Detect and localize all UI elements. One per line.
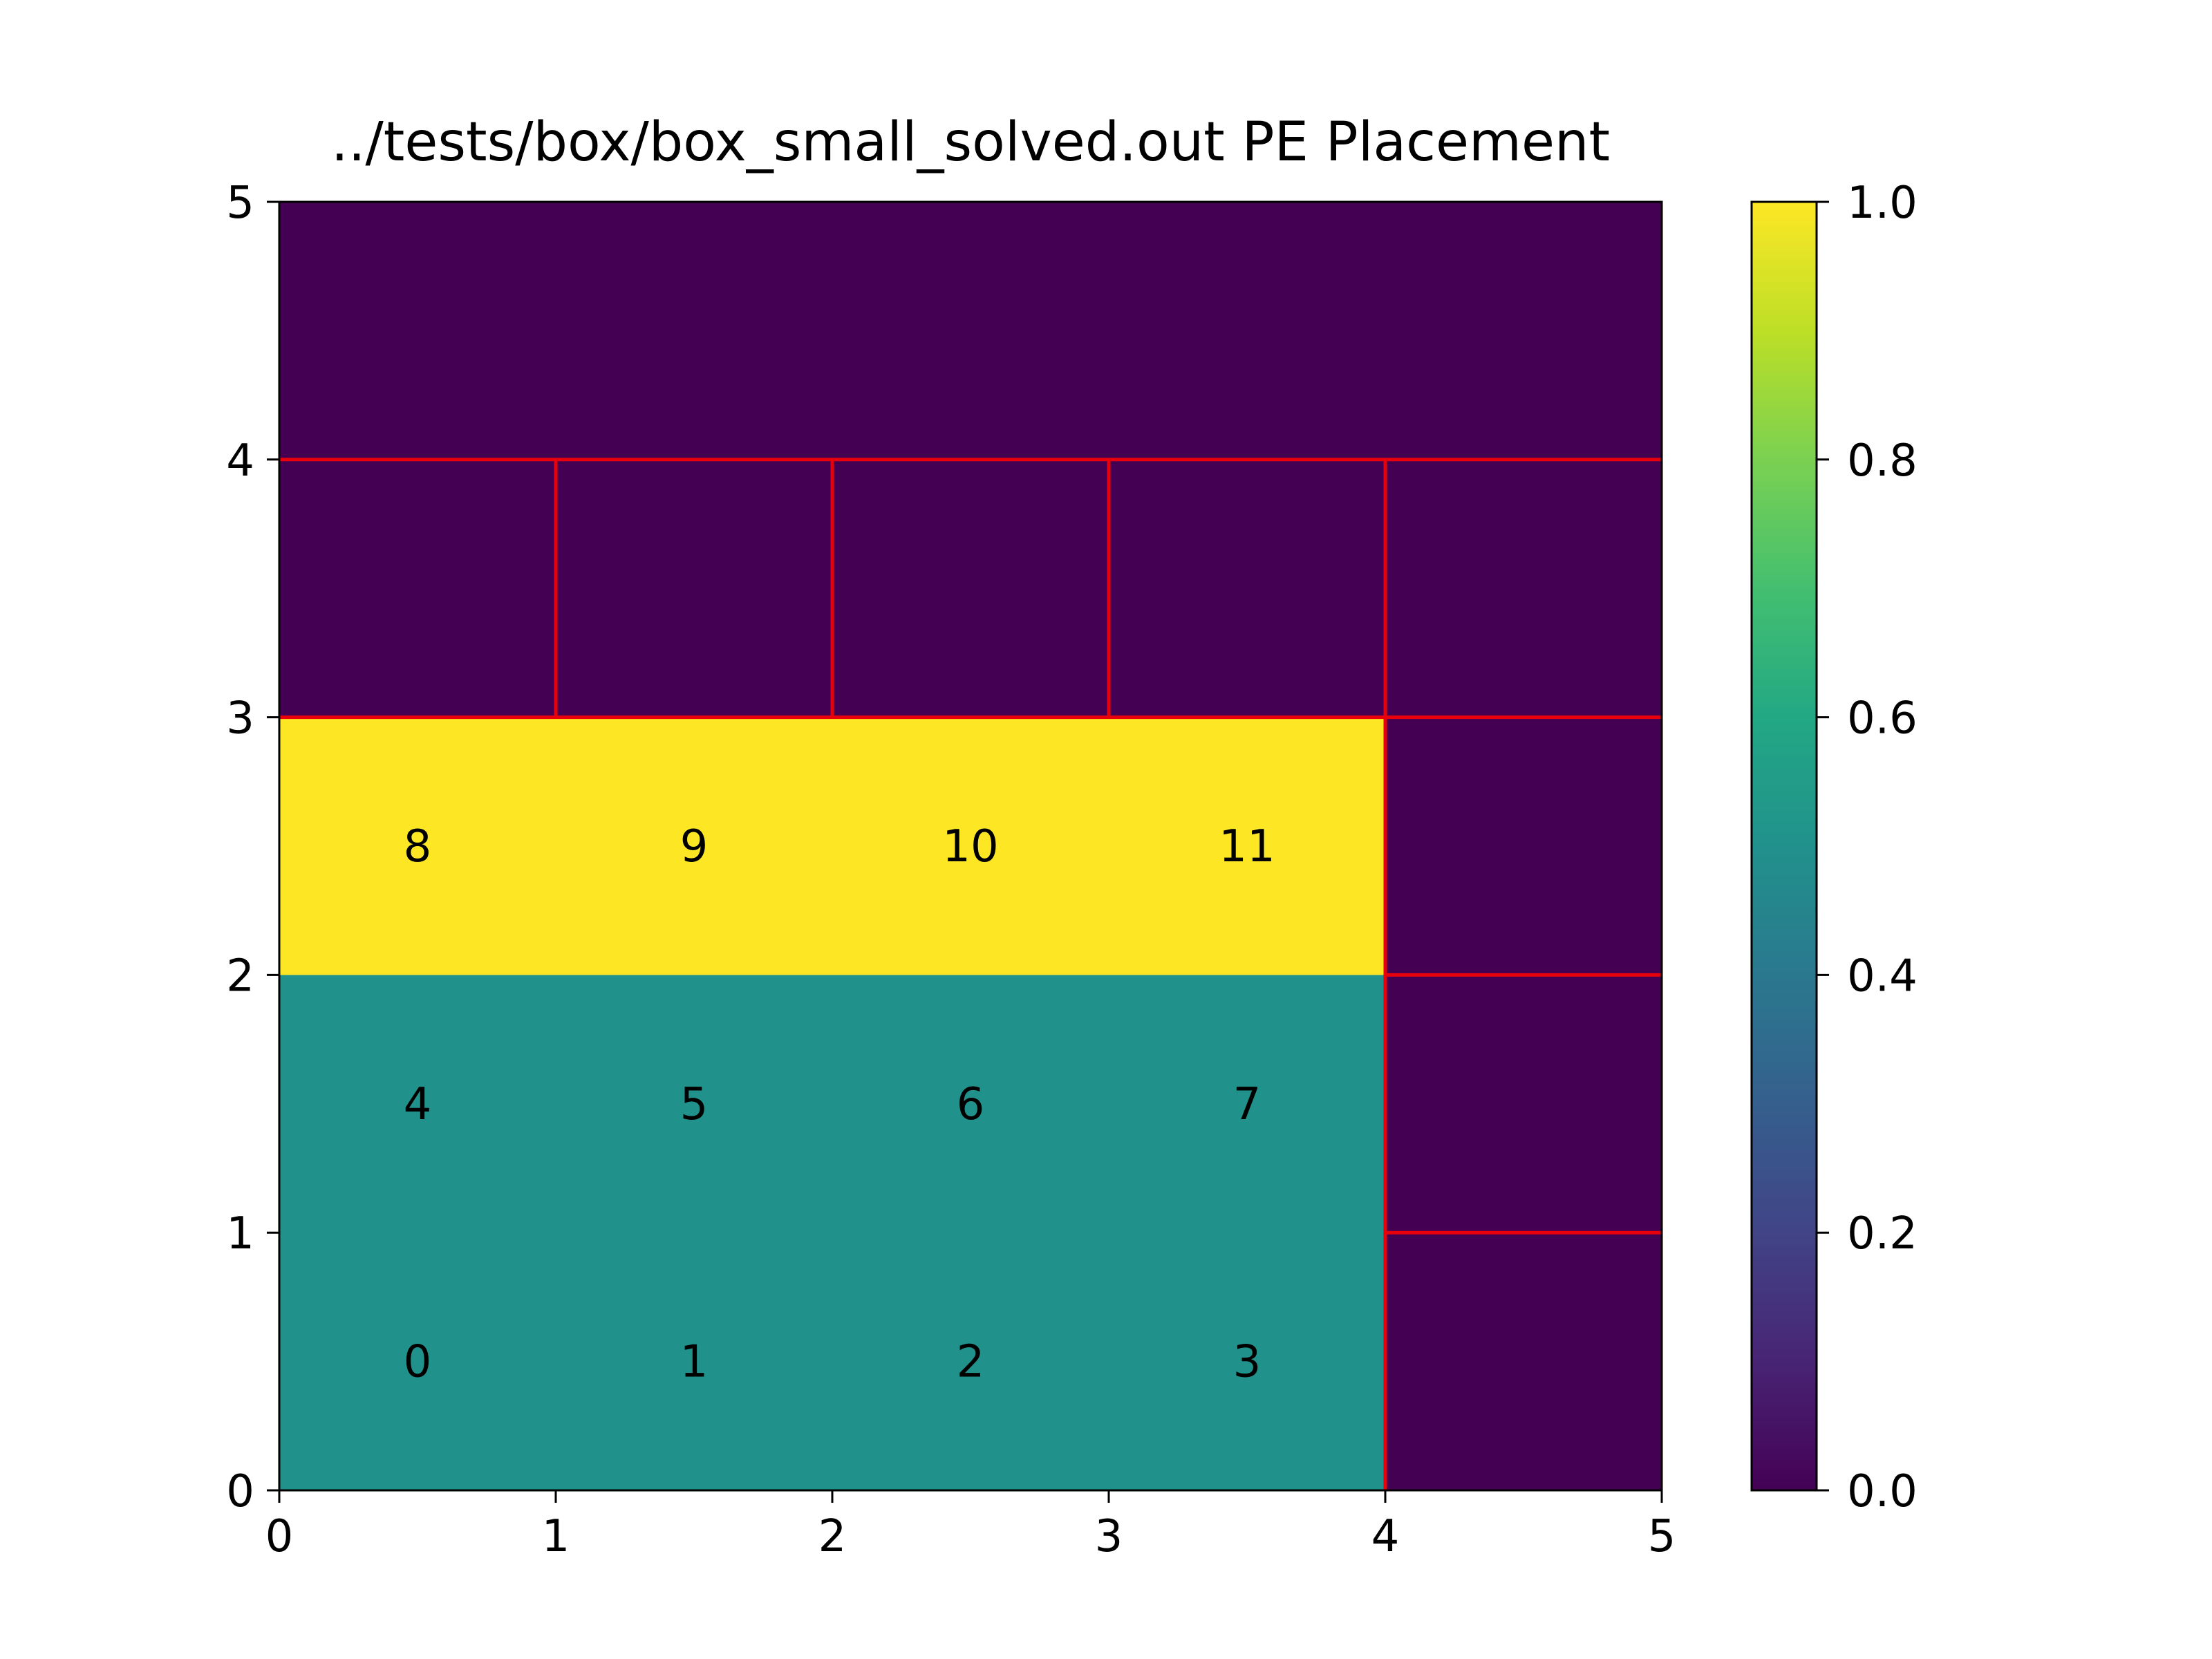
heatmap-cell	[832, 202, 1109, 460]
heatmap-cell	[832, 459, 1109, 718]
cell-label: 0	[404, 1337, 432, 1388]
heatmap-cell	[556, 459, 832, 718]
x-tick-label: 4	[1371, 1511, 1400, 1562]
heatmap-cell	[1385, 975, 1662, 1233]
heatmap-cell	[832, 1232, 1109, 1490]
x-tick-label: 5	[1648, 1511, 1676, 1562]
heatmap-cell	[1385, 459, 1662, 718]
colorbar-tick-label: 0.8	[1847, 435, 1918, 487]
heatmap-cell	[1109, 975, 1385, 1233]
cell-label: 10	[942, 821, 998, 872]
cell-label: 3	[1233, 1337, 1262, 1388]
heatmap-cell	[1109, 202, 1385, 460]
heatmap-cell	[1385, 1232, 1662, 1490]
y-tick-label: 2	[226, 950, 254, 1002]
colorbar: 0.0 0.2 0.4 0.6 0.8 1.0	[1750, 178, 1918, 1517]
y-tick-label: 0	[226, 1466, 254, 1517]
cell-label: 5	[680, 1079, 709, 1130]
colorbar-tick-label: 0.2	[1847, 1208, 1918, 1259]
heatmap-cell	[556, 202, 832, 460]
heatmap-cell	[279, 975, 556, 1233]
y-tick-label: 3	[226, 693, 254, 744]
y-tick-label: 1	[226, 1208, 254, 1259]
cell-label: 2	[957, 1337, 985, 1388]
heatmap-cell	[556, 717, 832, 975]
heatmap-cell	[1109, 1232, 1385, 1490]
cell-label: 7	[1233, 1079, 1262, 1130]
heatmap-cell	[1109, 717, 1385, 975]
plot-area: 0 1 2 3 4 5 6 7 8 9 10 11 0 1 2 3 4 5 0 1 2 3 4 5	[226, 178, 1676, 1562]
cell-label: 11	[1219, 821, 1275, 872]
heatmap-cell	[279, 1232, 556, 1490]
heatmap-cell	[279, 459, 556, 718]
cell-label: 6	[957, 1079, 985, 1130]
heatmap-cell	[279, 717, 556, 975]
x-tick-label: 1	[542, 1511, 570, 1562]
colorbar-tick-label: 0.0	[1847, 1466, 1918, 1517]
x-tick-label: 2	[818, 1511, 847, 1562]
chart-title: ../tests/box/box_small_solved.out PE Pla…	[331, 111, 1610, 174]
x-tick-label: 0	[265, 1511, 294, 1562]
heatmap-cell	[1385, 717, 1662, 975]
heatmap-cell	[832, 717, 1109, 975]
heatmap-cell	[279, 202, 556, 460]
y-tick-label: 4	[226, 435, 254, 487]
x-tick-label: 3	[1095, 1511, 1123, 1562]
cell-label: 4	[404, 1079, 432, 1130]
colorbar-tick-label: 0.4	[1847, 950, 1918, 1002]
plot-frame	[278, 200, 1663, 1492]
heatmap-cell	[556, 975, 832, 1233]
cell-label: 1	[680, 1337, 709, 1388]
cell-label: 9	[680, 821, 709, 872]
colorbar-tick-label: 1.0	[1847, 178, 1918, 229]
cell-label: 8	[404, 821, 432, 872]
heatmap-cell	[556, 1232, 832, 1490]
heatmap-cell	[1109, 459, 1385, 718]
colorbar-tick-label: 0.6	[1847, 693, 1918, 744]
heatmap-cell	[1385, 202, 1662, 460]
y-tick-label: 5	[226, 178, 254, 229]
colorbar-gradient	[1750, 200, 1818, 1492]
heatmap-cell	[832, 975, 1109, 1233]
